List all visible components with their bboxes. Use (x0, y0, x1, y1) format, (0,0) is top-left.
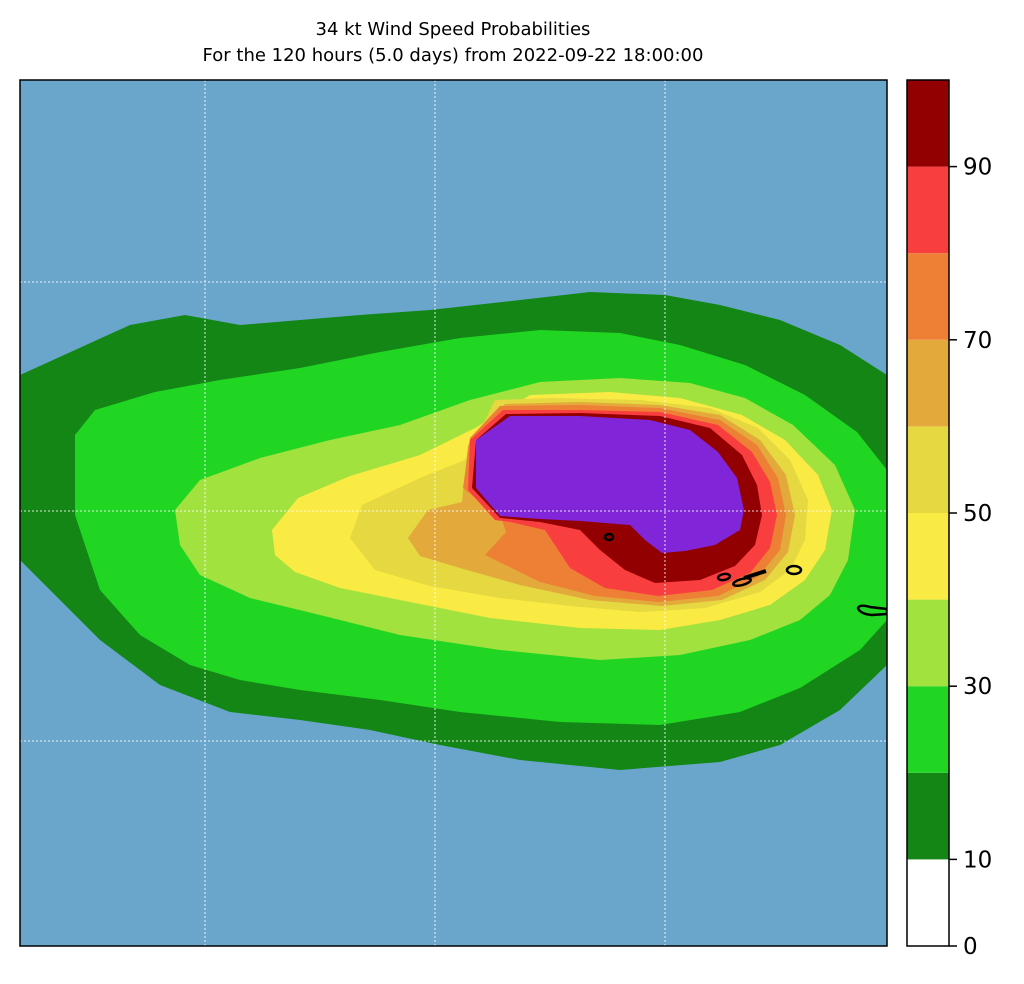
colorbar-tick-label: 10 (963, 847, 992, 873)
map-plot-area (20, 80, 887, 946)
gridlines (20, 80, 887, 946)
coastline-islands (603, 532, 887, 617)
colorbar-swatch (907, 80, 949, 167)
colorbar-tick-label: 0 (963, 934, 978, 960)
colorbar (907, 80, 949, 946)
colorbar-tick-label: 90 (963, 155, 992, 181)
colorbar-swatch (907, 772, 949, 860)
colorbar-swatch (907, 339, 949, 427)
contour-band-90-100 (476, 416, 744, 553)
island-outline (743, 569, 767, 580)
colorbar-tick-label: 30 (963, 674, 992, 700)
island-outline (856, 604, 887, 617)
island-outline (716, 572, 732, 582)
colorbar-tick-label: 50 (963, 501, 992, 527)
island-outline (732, 577, 752, 587)
colorbar-swatch (907, 599, 949, 687)
colorbar-swatch (907, 686, 949, 773)
colorbar-swatch (907, 513, 949, 600)
map-title: 34 kt Wind Speed Probabilities (315, 19, 591, 40)
colorbar-ticks: 0 10 30 50 70 90 (949, 155, 992, 960)
island-outline (785, 564, 803, 576)
map-subtitle: For the 120 hours (5.0 days) from 2022-0… (202, 45, 704, 66)
colorbar-tick-label: 70 (963, 328, 992, 354)
island-outline (603, 532, 615, 542)
colorbar-swatch (907, 859, 949, 946)
colorbar-swatch (907, 166, 949, 254)
map-frame (19, 79, 888, 947)
colorbar-swatch (907, 253, 949, 340)
colorbar-swatch (907, 426, 949, 513)
